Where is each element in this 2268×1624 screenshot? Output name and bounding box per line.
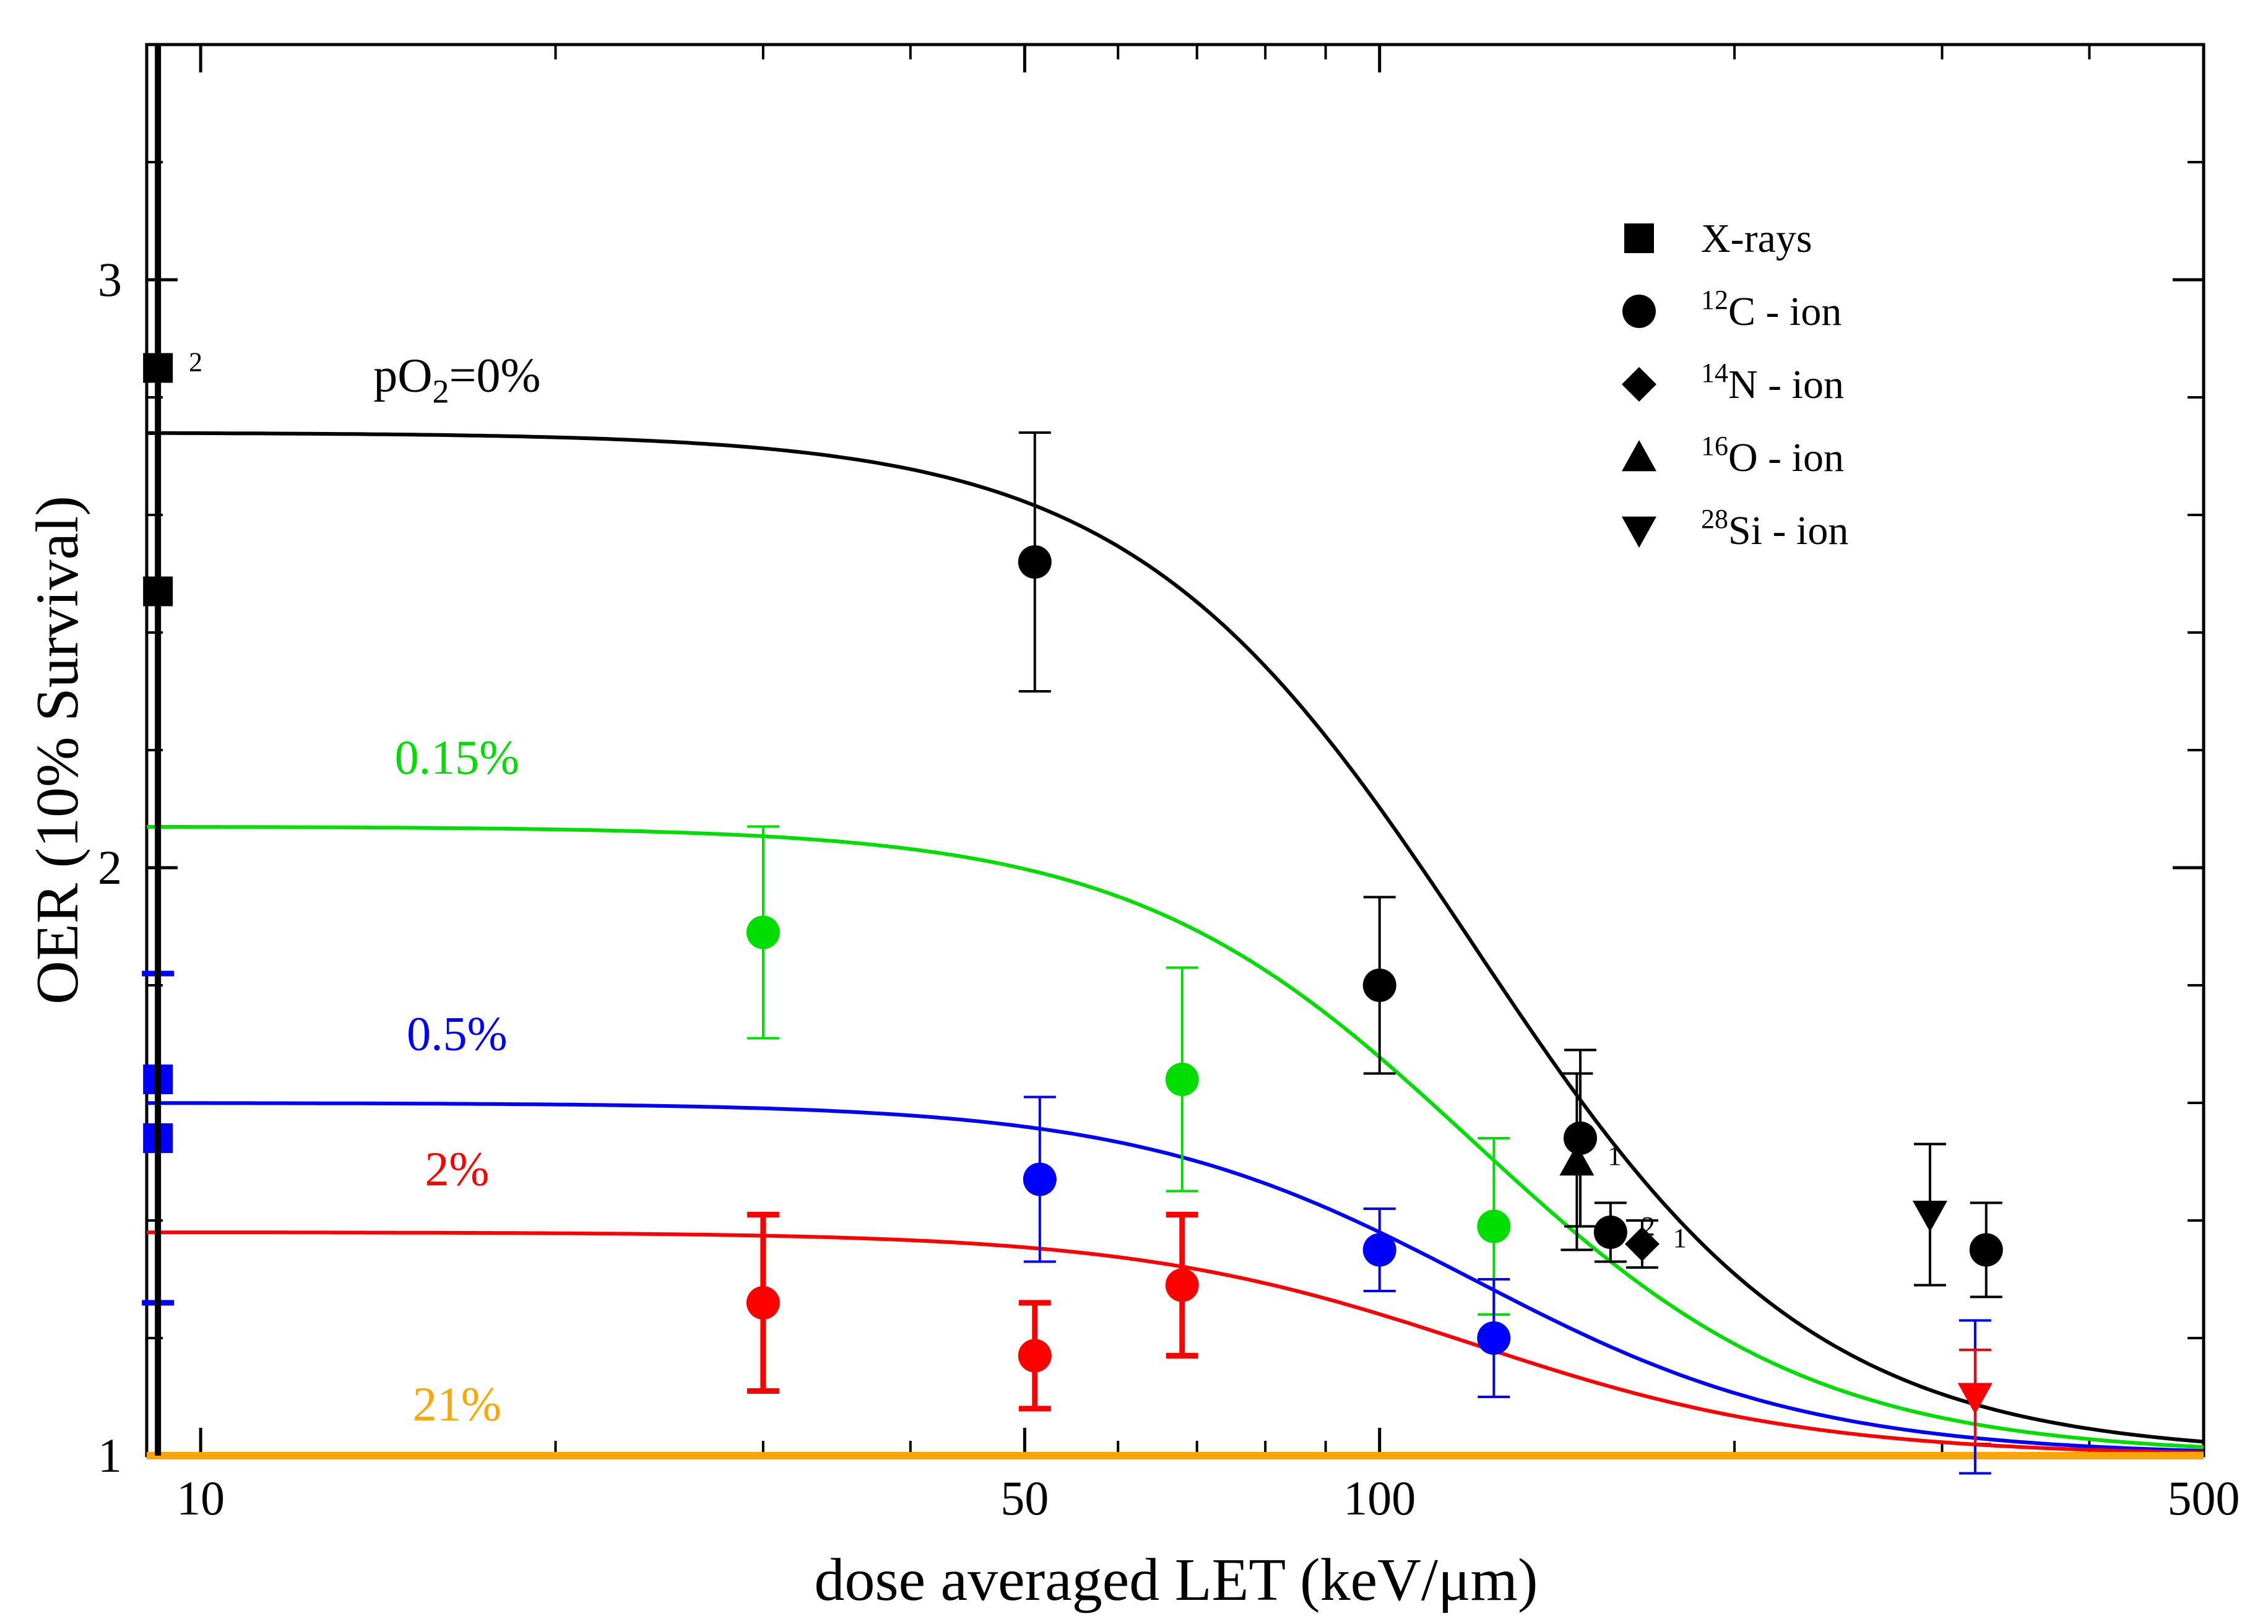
y-tick-label: 2 [98, 840, 122, 894]
point-note: 1 [1673, 1223, 1687, 1253]
x-axis-title: dose averaged LET (keV/μm) [814, 1547, 1538, 1613]
curve-label: 21% [413, 1377, 501, 1431]
legend-label: 28Si - ion [1701, 504, 1848, 553]
marker-triangle-down [1957, 1383, 1993, 1414]
fit-curve [147, 431, 2204, 1444]
x-tick-label: 50 [1000, 1471, 1049, 1525]
marker-circle [746, 915, 780, 949]
legend-label: 14N - ion [1701, 358, 1844, 407]
data-points: 212 1 [142, 45, 2003, 1475]
x-tick-label: 10 [176, 1471, 225, 1525]
marker-circle [1477, 1209, 1511, 1243]
marker-diamond [1624, 1227, 1660, 1261]
legend-label: 12C - ion [1701, 285, 1842, 334]
marker-circle [746, 1286, 780, 1320]
marker-circle [1165, 1063, 1199, 1096]
fit-curves [146, 431, 2204, 1459]
marker-triangle-up [1559, 1144, 1595, 1176]
marker-triangle-down [1622, 516, 1656, 548]
marker-square [1624, 223, 1654, 253]
legend-label: 16O - ion [1701, 431, 1844, 480]
fit-curve [147, 1230, 2204, 1455]
x-tick-label: 500 [2168, 1471, 2240, 1525]
marker-circle [1593, 1216, 1627, 1249]
y-tick-label: 3 [98, 253, 122, 306]
marker-circle [1018, 545, 1052, 579]
fit-curve [146, 824, 2204, 1449]
legend-label: X-rays [1701, 216, 1812, 261]
marker-circle [1622, 295, 1656, 328]
marker-circle [1018, 1339, 1052, 1373]
fit-curve [146, 1101, 2204, 1453]
plot-frame [145, 43, 2205, 1458]
marker-circle [1362, 969, 1396, 1002]
point-note: 2 [189, 347, 202, 378]
curve-label: 2% [425, 1142, 489, 1196]
marker-circle [1023, 1162, 1057, 1196]
marker-circle [1362, 1233, 1396, 1267]
curve-label: 0.15% [395, 730, 519, 784]
marker-triangle-down [1912, 1201, 1947, 1232]
x-tick-label: 100 [1343, 1471, 1416, 1525]
marker-circle [1477, 1321, 1511, 1355]
marker-circle [1969, 1233, 2003, 1267]
point-note: 1 [1608, 1141, 1621, 1171]
y-axis-title: OER (10% Survival) [24, 496, 91, 1004]
marker-circle [1564, 1121, 1598, 1155]
marker-diamond [1622, 367, 1656, 402]
curve-label: pO2=0% [373, 348, 540, 410]
curve-labels: pO2=0% 0.15% 0.5% 2% 21% [373, 348, 540, 1432]
curve-label: 0.5% [407, 1007, 507, 1061]
y-tick-label: 1 [98, 1428, 122, 1482]
marker-circle [1165, 1268, 1199, 1302]
marker-triangle-up [1622, 440, 1656, 472]
legend: X-rays 12C - ion 14N - ion 16O - ion 28Si - … [1622, 216, 1848, 553]
